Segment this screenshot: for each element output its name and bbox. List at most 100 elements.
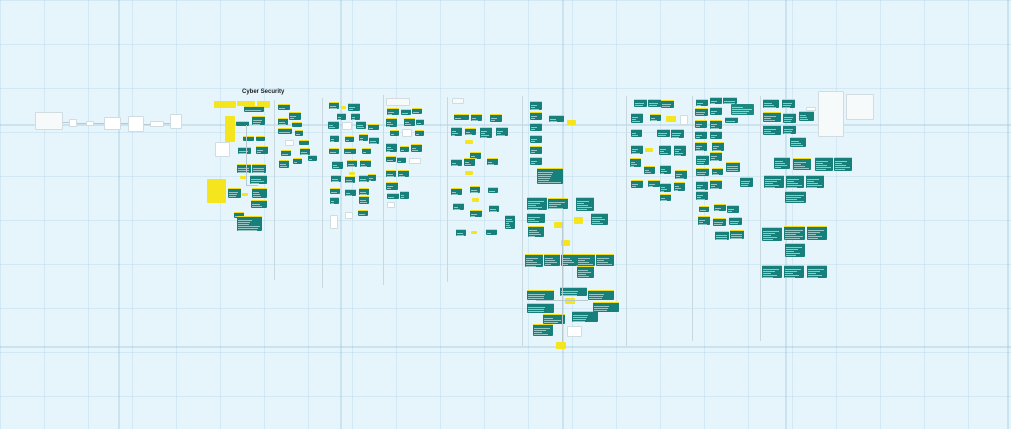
topic-card[interactable] [451, 127, 462, 136]
topic-card[interactable] [727, 205, 739, 213]
intro-image[interactable] [69, 119, 77, 127]
label-pill[interactable] [341, 106, 346, 109]
topic-card[interactable] [244, 106, 264, 112]
image-card[interactable] [680, 115, 688, 125]
banner-card[interactable] [731, 104, 754, 115]
topic-card[interactable] [358, 210, 368, 216]
topic-card[interactable] [360, 160, 371, 167]
topic-card[interactable] [530, 135, 542, 143]
topic-card[interactable] [256, 146, 268, 154]
topic-card[interactable] [762, 227, 782, 241]
topic-card[interactable] [251, 200, 267, 208]
topic-card[interactable] [631, 113, 643, 123]
doc-card[interactable] [215, 142, 230, 157]
topic-card[interactable] [347, 160, 357, 167]
topic-card[interactable] [359, 175, 369, 182]
topic-card[interactable] [712, 168, 723, 175]
label-pill[interactable] [240, 176, 246, 179]
topic-card[interactable] [359, 134, 368, 141]
topic-card[interactable] [464, 158, 475, 166]
topic-card[interactable] [289, 112, 301, 120]
sticky-note[interactable] [257, 101, 270, 108]
topic-card[interactable] [740, 177, 753, 187]
text-card[interactable] [452, 98, 464, 104]
topic-card[interactable] [729, 217, 742, 225]
topic-card[interactable] [237, 164, 251, 173]
topic-card[interactable] [696, 99, 708, 106]
topic-card[interactable] [337, 113, 346, 120]
topic-card[interactable] [714, 204, 726, 211]
topic-card[interactable] [456, 229, 466, 236]
topic-card[interactable] [661, 100, 674, 108]
topic-card[interactable] [806, 175, 824, 188]
topic-card[interactable] [834, 157, 852, 171]
topic-card[interactable] [548, 198, 568, 209]
topic-card[interactable] [528, 226, 544, 237]
topic-card[interactable] [386, 182, 398, 190]
topic-card[interactable] [351, 113, 360, 120]
topic-card[interactable] [696, 155, 709, 165]
topic-card[interactable] [330, 188, 340, 194]
topic-card[interactable] [471, 114, 482, 121]
topic-card[interactable] [505, 215, 515, 229]
topic-card[interactable] [345, 176, 355, 183]
topic-card[interactable] [631, 145, 643, 154]
topic-card[interactable] [237, 216, 262, 231]
topic-card[interactable] [593, 302, 619, 312]
topic-card[interactable] [527, 290, 554, 300]
topic-card[interactable] [560, 287, 587, 296]
topic-card[interactable] [236, 121, 249, 126]
topic-card[interactable] [345, 136, 354, 142]
notes-document[interactable] [818, 91, 844, 137]
topic-card[interactable] [785, 243, 805, 257]
topic-card[interactable] [295, 130, 303, 136]
topic-card[interactable] [293, 158, 302, 164]
image-card[interactable] [387, 202, 395, 208]
topic-card[interactable] [763, 125, 781, 135]
topic-card[interactable] [387, 108, 399, 115]
topic-card[interactable] [784, 265, 804, 278]
intro-thumbnail[interactable] [150, 121, 164, 127]
label-pill[interactable] [556, 342, 566, 349]
image-card[interactable] [409, 158, 421, 164]
topic-card[interactable] [368, 124, 379, 130]
topic-card[interactable] [329, 102, 339, 109]
topic-card[interactable] [799, 111, 814, 121]
intro-document[interactable] [35, 112, 63, 130]
doc-card[interactable] [330, 215, 338, 229]
topic-card[interactable] [630, 158, 641, 167]
text-card[interactable] [386, 98, 410, 106]
topic-card[interactable] [577, 254, 595, 266]
topic-card[interactable] [250, 175, 267, 184]
topic-card[interactable] [348, 103, 360, 111]
label-pill[interactable] [574, 217, 583, 224]
topic-card[interactable] [400, 146, 409, 152]
topic-card[interactable] [710, 180, 722, 189]
label-pill[interactable] [472, 198, 479, 202]
topic-card[interactable] [386, 170, 396, 177]
topic-card[interactable] [695, 131, 707, 139]
label-pill[interactable] [561, 240, 570, 246]
intro-diagram[interactable] [104, 117, 121, 130]
topic-card[interactable] [345, 189, 356, 196]
topic-card[interactable] [278, 118, 288, 125]
topic-card[interactable] [730, 230, 744, 239]
topic-card[interactable] [490, 114, 502, 122]
topic-card[interactable] [713, 218, 726, 226]
topic-card[interactable] [238, 147, 251, 154]
topic-card[interactable] [369, 137, 379, 144]
topic-card[interactable] [451, 159, 462, 166]
topic-card[interactable] [330, 135, 339, 142]
topic-card[interactable] [487, 158, 498, 165]
topic-card[interactable] [561, 254, 577, 266]
note-label[interactable] [806, 107, 816, 111]
topic-card[interactable] [416, 119, 424, 125]
topic-card[interactable] [543, 314, 565, 324]
topic-card[interactable] [281, 150, 291, 156]
topic-card[interactable] [644, 166, 655, 174]
topic-card[interactable] [404, 118, 415, 126]
topic-card[interactable] [537, 168, 563, 184]
topic-card[interactable] [650, 114, 661, 121]
topic-card[interactable] [486, 229, 497, 235]
image-card[interactable] [345, 212, 353, 219]
